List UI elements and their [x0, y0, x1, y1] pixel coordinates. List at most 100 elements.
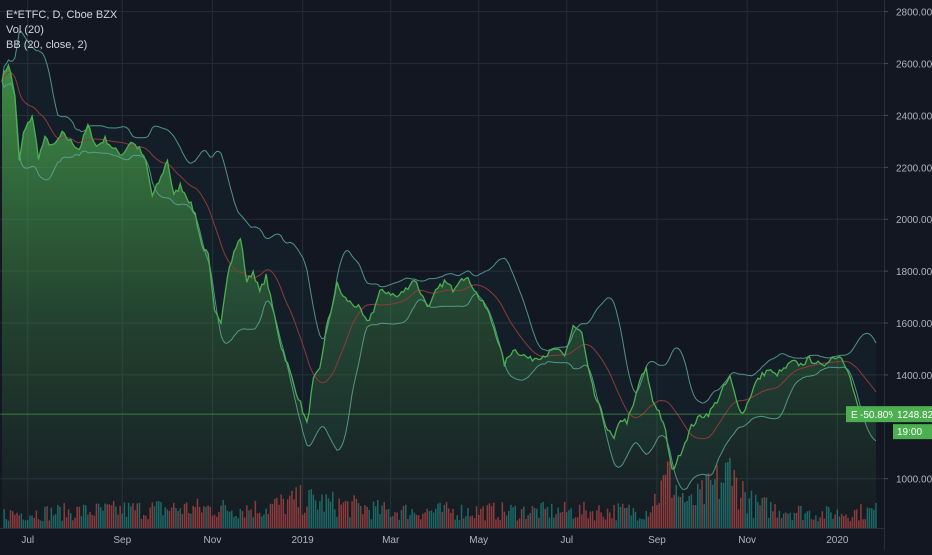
volume-bar	[454, 519, 456, 528]
volume-histogram	[3, 458, 877, 528]
y-tick-label: 1600.00	[896, 319, 932, 330]
volume-bar	[838, 516, 841, 528]
volume-bar	[282, 498, 285, 528]
volume-bar	[735, 477, 738, 528]
volume-bar	[632, 507, 635, 528]
volume-bar	[102, 510, 104, 528]
volume-bar	[840, 513, 843, 528]
volume-bar	[286, 499, 289, 528]
volume-bar	[688, 496, 690, 528]
volume-bar	[776, 517, 778, 528]
volume-bar	[347, 501, 349, 528]
volume-bar	[353, 495, 355, 528]
volume-bar	[181, 514, 184, 528]
volume-bar	[546, 507, 549, 528]
volume-bar	[666, 461, 669, 528]
volume-bar	[39, 520, 42, 528]
x-tick-label: Nov	[738, 535, 756, 546]
volume-bar	[428, 511, 431, 528]
volume-bar	[626, 507, 628, 528]
volume-bar	[389, 516, 392, 528]
volume-bar	[486, 505, 489, 528]
x-tick-label: Sep	[113, 535, 131, 546]
countdown-label: 19:00	[897, 427, 922, 438]
volume-bar	[278, 504, 280, 528]
volume-bar	[548, 517, 551, 528]
volume-bar	[29, 515, 31, 528]
volume-bar	[226, 510, 229, 528]
volume-bar	[450, 513, 452, 528]
legend-symbol[interactable]: E*ETFC, D, Cboe BZX	[6, 9, 118, 21]
y-tick-label: 1000.00	[896, 475, 932, 486]
volume-bar	[669, 461, 671, 528]
volume-bar	[22, 519, 25, 528]
volume-bar	[864, 518, 866, 528]
y-tick-label: 2200.00	[896, 163, 932, 174]
volume-bar	[568, 510, 570, 528]
volume-bar	[246, 505, 248, 528]
volume-bar	[211, 515, 214, 528]
volume-bar	[267, 513, 269, 528]
volume-bar	[149, 507, 151, 528]
y-tick-label: 1400.00	[896, 371, 932, 382]
volume-bar	[654, 493, 656, 528]
volume-bar	[379, 514, 381, 528]
volume-bar	[647, 516, 650, 528]
volume-bar	[35, 510, 38, 528]
volume-bar	[31, 515, 33, 528]
volume-bar	[106, 504, 108, 528]
volume-bar	[871, 508, 873, 528]
volume-bar	[563, 502, 566, 528]
volume-bar	[484, 520, 486, 528]
volume-bar	[602, 516, 604, 528]
volume-bar	[821, 511, 824, 528]
volume-bar	[860, 504, 862, 528]
volume-bar	[319, 501, 321, 528]
legend-bollinger-indicator[interactable]: BB (20, close, 2)	[6, 39, 88, 51]
y-tick-label: 2400.00	[896, 111, 932, 122]
volume-bar	[160, 502, 162, 528]
volume-bar	[589, 511, 592, 528]
volume-bar	[67, 509, 70, 528]
time-axis: Jul Sep Nov 2019 Mar May Jul Sep Nov 2020	[0, 528, 884, 546]
volume-bar	[553, 517, 555, 528]
volume-bar	[830, 512, 832, 528]
series	[0, 31, 884, 528]
volume-bar	[192, 505, 194, 528]
volume-bar	[480, 508, 482, 528]
volume-bar	[772, 511, 774, 528]
volume-bar	[475, 506, 478, 528]
volume-bar	[458, 520, 461, 528]
volume-bar	[340, 504, 342, 528]
x-tick-label: Jul	[21, 535, 34, 546]
legend-volume-indicator[interactable]: Vol (20)	[6, 24, 44, 36]
volume-bar	[82, 504, 85, 528]
volume-bar	[813, 519, 815, 528]
volume-bar	[542, 501, 544, 528]
volume-bar	[810, 519, 813, 528]
volume-bar	[424, 512, 426, 528]
volume-bar	[140, 519, 143, 528]
volume-bar	[377, 500, 379, 528]
volume-bar	[823, 518, 826, 528]
volume-bar	[301, 514, 304, 528]
volume-bar	[78, 506, 81, 528]
volume-bar	[134, 510, 136, 528]
volume-bar	[127, 502, 130, 528]
volume-bar	[677, 496, 680, 528]
volume-bar	[329, 501, 332, 528]
volume-bar	[561, 511, 564, 528]
volume-bar	[641, 519, 643, 528]
volume-bar	[615, 520, 617, 528]
volume-bar	[782, 513, 785, 528]
volume-bar	[70, 513, 72, 528]
price-area-fill	[2, 65, 876, 528]
volume-bar	[183, 503, 186, 528]
volume-bar	[587, 518, 589, 528]
volume-bar	[188, 512, 190, 528]
volume-bar	[166, 509, 169, 528]
volume-bar	[467, 508, 469, 528]
volume-bar	[125, 516, 128, 528]
